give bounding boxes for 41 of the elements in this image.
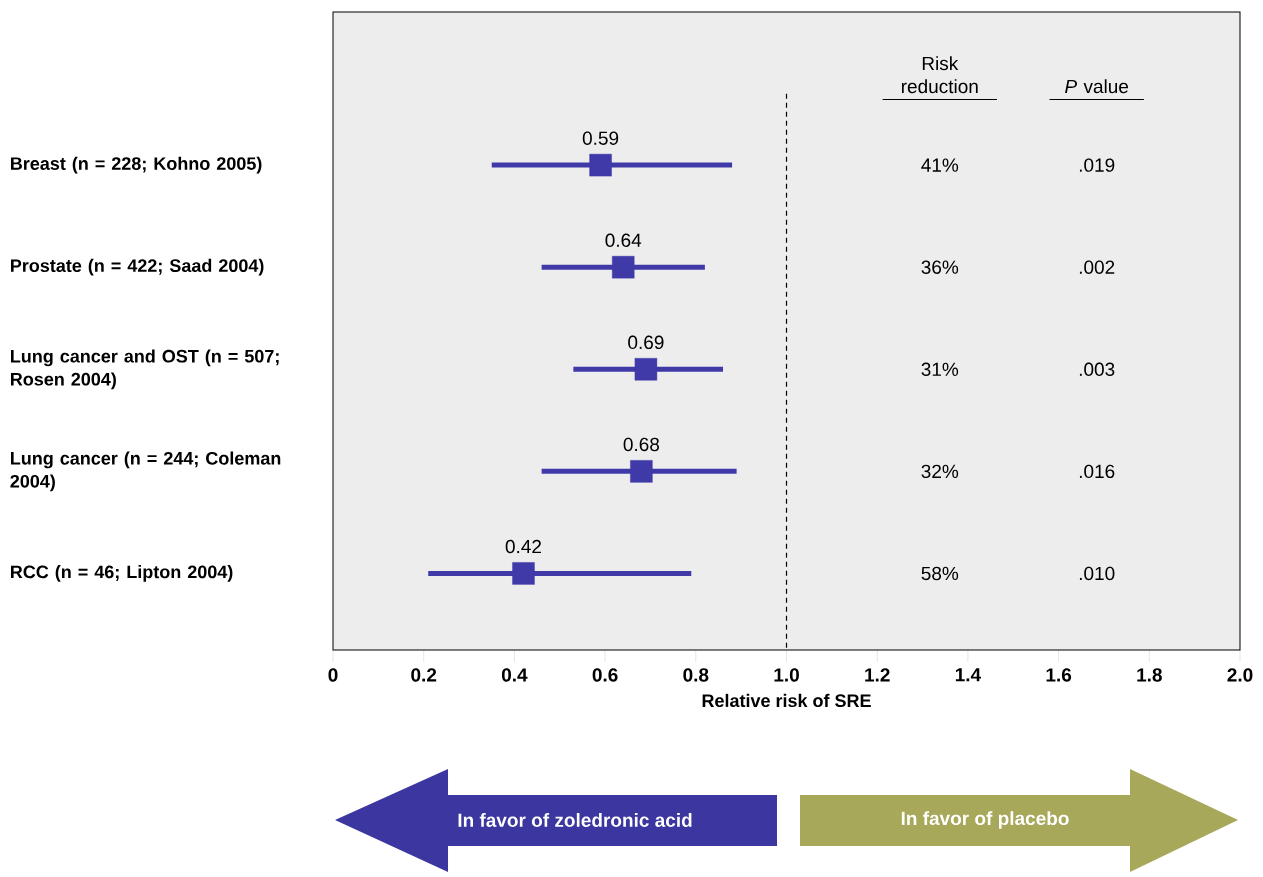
x-tick-label: 1.6 bbox=[1046, 668, 1072, 682]
text: In favor of zoledronic acid bbox=[458, 813, 692, 827]
point bbox=[589, 153, 612, 177]
point bbox=[612, 256, 635, 279]
x-tick-label: 0.4 bbox=[501, 668, 528, 682]
y-tick-label: Prostate (n = 422; Saad 2004) bbox=[11, 258, 264, 276]
x-tick-label: 0.2 bbox=[411, 668, 437, 682]
point bbox=[630, 460, 653, 483]
x-tick-label: 2.0 bbox=[1227, 668, 1253, 682]
x-tick-label: 1.2 bbox=[865, 668, 890, 682]
x-axis-title: Relative risk of SRE bbox=[702, 693, 871, 708]
x-tick-label: 0.8 bbox=[683, 668, 709, 682]
annotation: .010 bbox=[1079, 566, 1115, 581]
data-label: 0.68 bbox=[623, 437, 660, 452]
annotation: 41% bbox=[921, 158, 959, 172]
data-label: 0.64 bbox=[605, 233, 642, 247]
x-tick-label: 0 bbox=[328, 668, 338, 682]
data-label: 0.69 bbox=[628, 335, 664, 350]
x-tick-label: 1.4 bbox=[955, 668, 981, 682]
y-tick-label: Lung cancer (n = 244; Coleman 2004) bbox=[10, 451, 281, 492]
y-tick-label: Lung cancer and OST (n = 507; Rosen 2004) bbox=[11, 349, 279, 390]
annotation: 58% bbox=[921, 566, 959, 581]
annotation: 31% bbox=[921, 362, 959, 376]
point bbox=[634, 358, 658, 381]
annotation: .019 bbox=[1079, 158, 1115, 172]
x-tick-label: 1.0 bbox=[774, 668, 799, 682]
text: In favor of placebo bbox=[901, 811, 1069, 829]
text: Risk reduction bbox=[901, 56, 978, 94]
annotation: .002 bbox=[1079, 260, 1115, 274]
annotation: .016 bbox=[1079, 464, 1115, 479]
y-tick-label: RCC (n = 46; Lipton 2004) bbox=[11, 565, 233, 582]
data-label: 0.42 bbox=[505, 539, 542, 554]
point bbox=[512, 562, 535, 585]
annotation: 32% bbox=[921, 464, 959, 479]
text: P value bbox=[1065, 79, 1129, 94]
data-label: 0.59 bbox=[582, 131, 619, 145]
x-tick-label: 1.8 bbox=[1137, 668, 1162, 682]
x-tick-label: 0.6 bbox=[592, 668, 618, 682]
annotation: 36% bbox=[921, 260, 959, 274]
annotation: .003 bbox=[1079, 362, 1115, 376]
y-tick-label: Breast (n = 228; Kohno 2005) bbox=[11, 156, 262, 174]
